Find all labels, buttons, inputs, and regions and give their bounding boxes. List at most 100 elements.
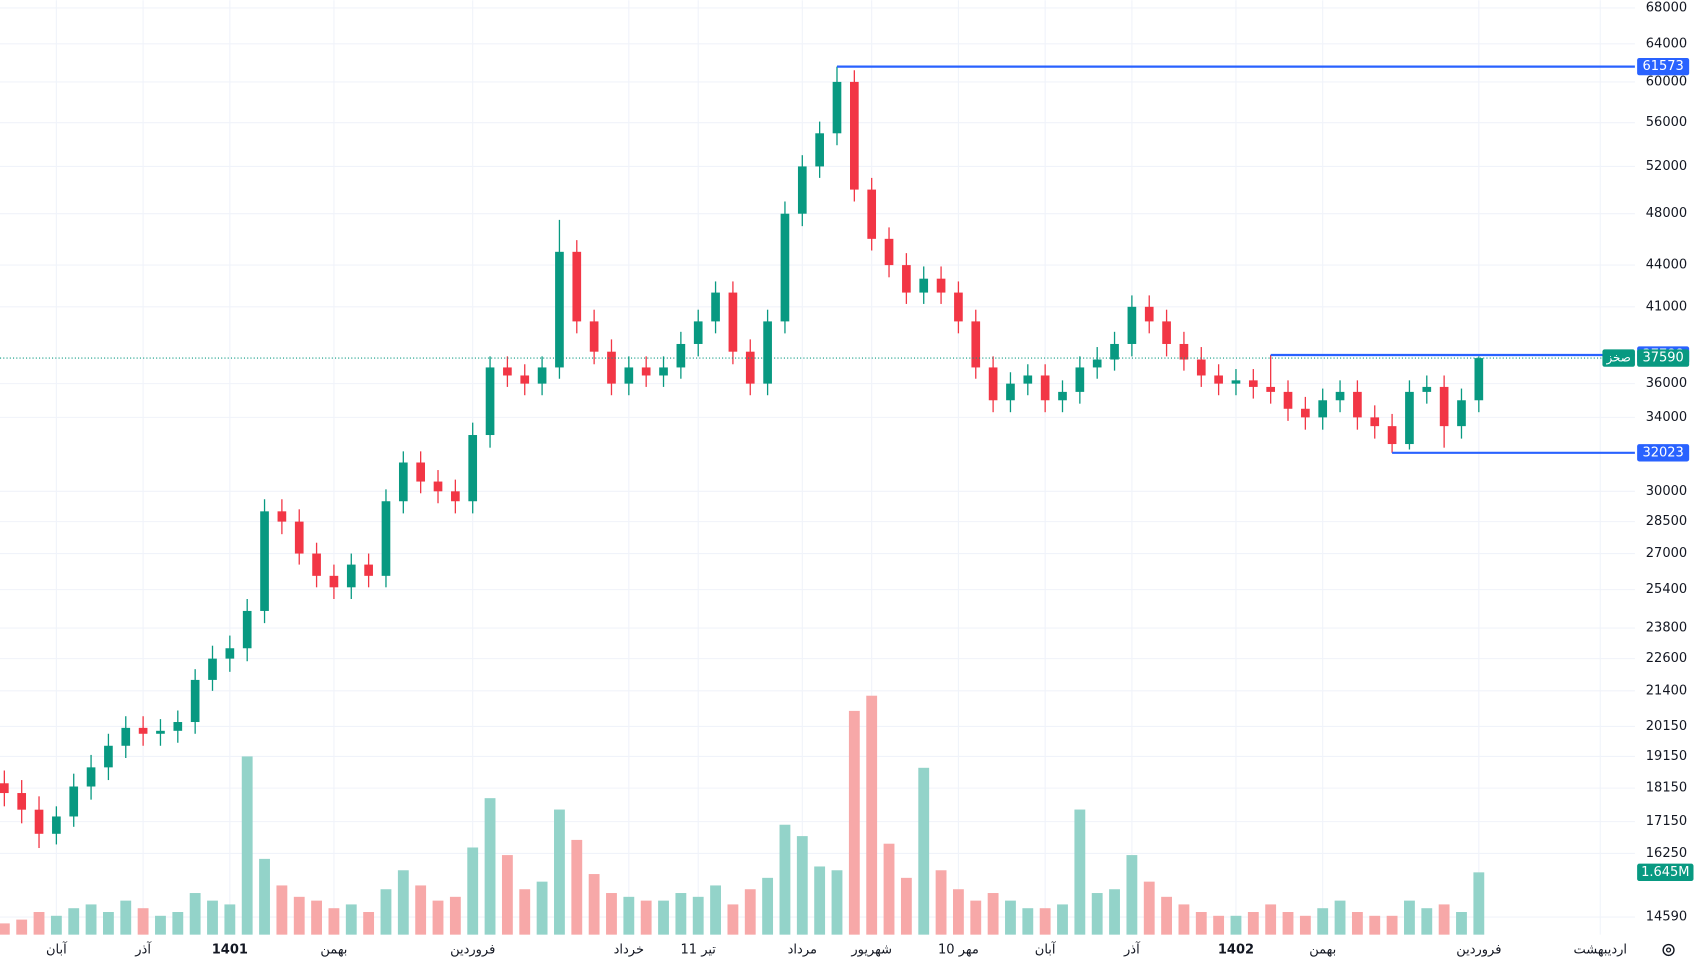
candle-body xyxy=(641,367,651,376)
volume-bar xyxy=(501,855,513,935)
candle-body xyxy=(1196,359,1206,376)
volume-bar xyxy=(345,904,357,935)
settings-icon[interactable] xyxy=(1662,943,1675,957)
candle-body xyxy=(1231,380,1241,384)
volume-bar xyxy=(1005,900,1016,935)
x-tick-label: آذر xyxy=(134,940,152,957)
volume-bar xyxy=(1039,908,1051,935)
volume-bar xyxy=(189,893,201,935)
candle-body xyxy=(988,367,998,401)
candle-body xyxy=(1162,321,1171,344)
ticker-label: صخز xyxy=(1605,351,1630,366)
volume-bar xyxy=(415,885,427,935)
candle-body xyxy=(1023,375,1033,384)
last-price-label: 37590 xyxy=(1642,351,1683,366)
volume-bar xyxy=(1456,912,1467,935)
volume-bar xyxy=(33,912,45,935)
x-tick-label: 10 مهر xyxy=(938,942,979,957)
candle-body xyxy=(659,367,668,376)
volume-bar xyxy=(1161,896,1173,935)
candle-body xyxy=(815,133,824,167)
volume-bar xyxy=(1247,912,1259,935)
candle-body xyxy=(902,265,911,293)
volume-bar xyxy=(397,870,409,935)
candle-body xyxy=(607,351,616,384)
volume-tag-label: 1.645M xyxy=(1641,865,1689,880)
y-tick-label: 52000 xyxy=(1646,159,1687,174)
y-tick-label: 20150 xyxy=(1646,719,1687,734)
candle-body xyxy=(1387,426,1397,445)
volume-bar xyxy=(918,767,930,935)
candle-body xyxy=(1058,391,1067,401)
volume-bar xyxy=(1386,915,1398,935)
volume-bar xyxy=(432,900,444,935)
volume-bar xyxy=(831,870,843,935)
y-tick-label: 14590 xyxy=(1646,910,1687,925)
volume-bar xyxy=(50,915,62,935)
candle-body xyxy=(1214,375,1223,384)
volume-bar xyxy=(1143,881,1155,935)
candle-body xyxy=(364,564,373,576)
candle-body xyxy=(225,648,235,659)
candle-body xyxy=(572,251,582,322)
y-tick-label: 60000 xyxy=(1646,74,1687,89)
candle-body xyxy=(34,809,44,834)
candle-body xyxy=(1283,391,1293,409)
candle-body xyxy=(173,722,183,731)
volume-bar xyxy=(380,889,392,935)
y-tick-label: 16250 xyxy=(1646,846,1687,861)
candle-body xyxy=(1144,306,1154,322)
y-tick-label: 68000 xyxy=(1646,0,1687,15)
volume-bar xyxy=(328,908,340,935)
volume-bar xyxy=(1334,900,1346,935)
candle-body xyxy=(797,166,807,214)
candle-body xyxy=(1127,306,1137,344)
volume-bar xyxy=(1213,915,1225,935)
volume-bar xyxy=(710,885,721,935)
volume-bar xyxy=(588,874,600,935)
volume-bar xyxy=(1057,904,1068,935)
ticker-tag xyxy=(1602,349,1635,367)
candle-body xyxy=(1474,358,1484,401)
y-tick-label: 48000 xyxy=(1646,206,1687,221)
candle-body xyxy=(17,793,27,810)
volume-bar xyxy=(1091,893,1103,935)
candle-body xyxy=(468,435,478,502)
volume-bar xyxy=(623,896,635,935)
candle-body xyxy=(0,783,9,794)
price-tag-label: 61573 xyxy=(1642,59,1683,74)
volume-pane xyxy=(0,695,1485,935)
volume-bar xyxy=(363,912,375,935)
x-tick-label: فروردین xyxy=(1456,942,1501,957)
candle-body xyxy=(485,367,495,436)
candle-body xyxy=(86,767,96,787)
volume-bar xyxy=(814,866,826,935)
candle-body xyxy=(1439,386,1449,427)
candle-body xyxy=(208,658,217,680)
volume-bar xyxy=(85,904,97,935)
volume-bar xyxy=(675,893,687,935)
candle-body xyxy=(676,343,686,368)
x-tick-label: آبان xyxy=(46,940,68,957)
volume-bar xyxy=(970,900,982,935)
volume-bar xyxy=(1109,889,1120,935)
volume-bar xyxy=(1369,915,1381,935)
x-tick-label: خرداد xyxy=(614,942,644,957)
candle-body xyxy=(312,553,321,576)
candle-body xyxy=(1040,375,1050,401)
volume-bar xyxy=(467,847,479,935)
volume-bar xyxy=(259,858,270,935)
candle-body xyxy=(52,816,61,834)
candle-body xyxy=(884,238,894,266)
volume-bar xyxy=(0,923,10,935)
candle-body xyxy=(294,521,304,554)
volume-bar xyxy=(1317,908,1329,935)
volume-bar xyxy=(952,889,964,935)
candle-body xyxy=(138,727,148,734)
price-tag xyxy=(1637,444,1690,462)
candle-body xyxy=(451,491,460,502)
candle-body xyxy=(728,292,738,352)
volume-bar xyxy=(779,824,791,935)
volume-bar xyxy=(848,710,860,935)
x-tick-label: فروردین xyxy=(450,942,495,957)
